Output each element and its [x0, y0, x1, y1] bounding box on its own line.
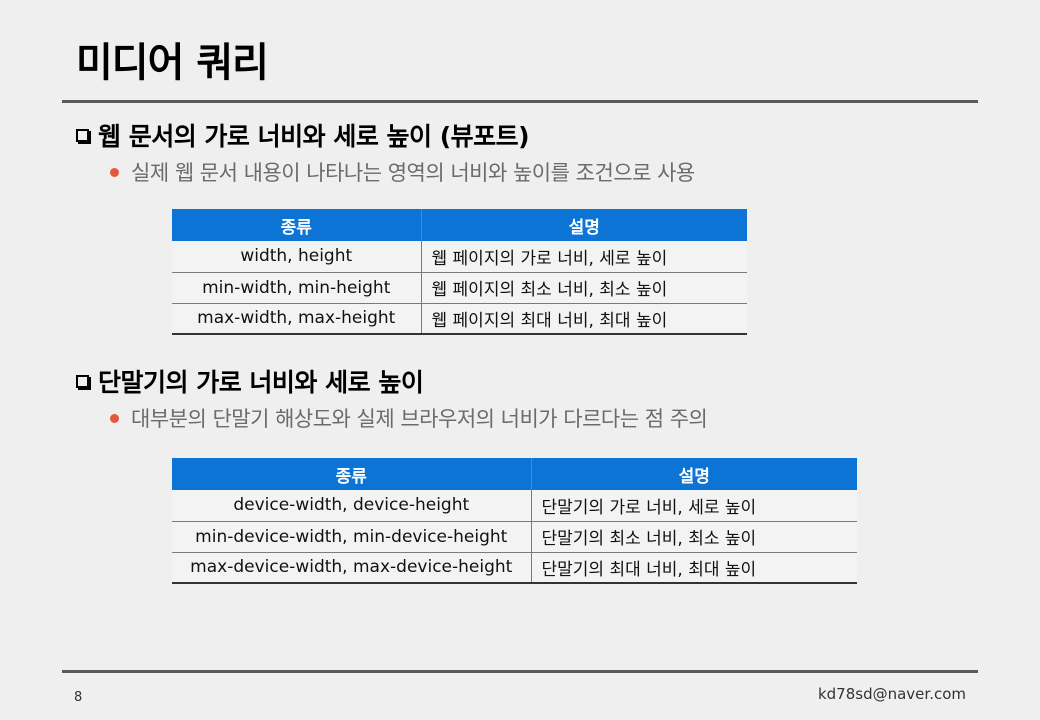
viewport-table: 종류 설명 width, height 웹 페이지의 가로 너비, 세로 높이 …: [172, 209, 747, 335]
section2-heading-text: 단말기의 가로 너비와 세로 높이: [98, 368, 424, 397]
bullet-dot-icon: [110, 167, 119, 177]
cell-type: max-device-width, max-device-height: [172, 552, 532, 584]
header-description: 설명: [531, 458, 857, 490]
device-table: 종류 설명 device-width, device-height 단말기의 가…: [172, 458, 857, 584]
cell-description: 단말기의 최소 너비, 최소 높이: [531, 521, 857, 553]
table-row: min-device-width, min-device-height 단말기의…: [172, 521, 857, 553]
footer-email: kd78sd@naver.com: [817, 685, 966, 703]
cell-description: 웹 페이지의 최소 너비, 최소 높이: [421, 272, 747, 304]
table-row: max-device-width, max-device-height 단말기의…: [172, 552, 857, 584]
cell-description: 단말기의 가로 너비, 세로 높이: [531, 490, 857, 522]
top-divider: [62, 100, 978, 103]
bullet-dot-icon: [110, 413, 119, 423]
page-number: 8: [74, 690, 83, 705]
table-header-row: 종류 설명: [172, 209, 747, 241]
cell-type: min-device-width, min-device-height: [172, 521, 532, 553]
section2-bullet: 대부분의 단말기 해상도와 실제 브라우저의 너비가 다르다는 점 주의: [110, 403, 708, 433]
header-description: 설명: [421, 209, 747, 241]
checkbox-bullet-icon: [76, 374, 89, 388]
table-header-row: 종류 설명: [172, 458, 857, 490]
section2-heading: 단말기의 가로 너비와 세로 높이: [76, 363, 424, 399]
cell-description: 단말기의 최대 너비, 최대 높이: [531, 552, 857, 584]
page-title: 미디어 쿼리: [76, 40, 269, 86]
cell-description: 웹 페이지의 최대 너비, 최대 높이: [421, 303, 747, 335]
bottom-divider: [62, 670, 978, 673]
section1-heading-text: 웹 문서의 가로 너비와 세로 높이 (뷰포트): [98, 122, 530, 151]
section2-bullet-text: 대부분의 단말기 해상도와 실제 브라우저의 너비가 다르다는 점 주의: [131, 407, 708, 431]
header-type: 종류: [172, 209, 422, 241]
table-row: width, height 웹 페이지의 가로 너비, 세로 높이: [172, 241, 747, 273]
table-row: device-width, device-height 단말기의 가로 너비, …: [172, 490, 857, 522]
cell-type: max-width, max-height: [172, 303, 422, 335]
cell-type: min-width, min-height: [172, 272, 422, 304]
cell-type: device-width, device-height: [172, 490, 532, 522]
table-row: min-width, min-height 웹 페이지의 최소 너비, 최소 높…: [172, 272, 747, 304]
table-row: max-width, max-height 웹 페이지의 최대 너비, 최대 높…: [172, 303, 747, 335]
section1-bullet: 실제 웹 문서 내용이 나타나는 영역의 너비와 높이를 조건으로 사용: [110, 157, 695, 187]
section1-bullet-text: 실제 웹 문서 내용이 나타나는 영역의 너비와 높이를 조건으로 사용: [131, 161, 695, 185]
checkbox-bullet-icon: [76, 128, 89, 142]
section1-heading: 웹 문서의 가로 너비와 세로 높이 (뷰포트): [76, 117, 530, 153]
header-type: 종류: [172, 458, 532, 490]
cell-description: 웹 페이지의 가로 너비, 세로 높이: [421, 241, 747, 273]
cell-type: width, height: [172, 241, 422, 273]
